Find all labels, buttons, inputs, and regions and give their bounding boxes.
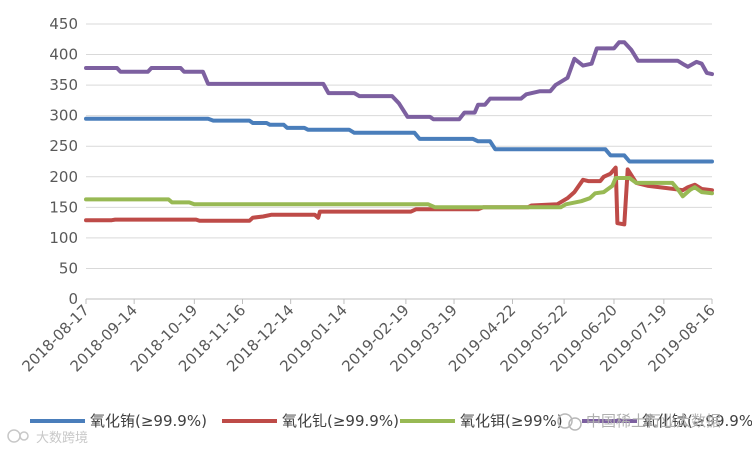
series-line-1 xyxy=(84,116,714,164)
brand-logo-icon xyxy=(7,429,29,443)
y-tick-label: 50 xyxy=(59,259,78,277)
series-line-4 xyxy=(84,40,714,122)
watermark-brand: 大数跨境 xyxy=(36,431,88,446)
series-line-2 xyxy=(84,165,714,227)
series-line-3 xyxy=(84,176,714,210)
legend-label-2: 氧化钆(≥99.9%) xyxy=(282,412,399,430)
y-axis-ticks: 0 50 100 150 200 250 300 350 400 450 xyxy=(49,15,78,308)
y-tick-label: 150 xyxy=(49,198,78,216)
series-lines xyxy=(84,40,714,227)
legend-label-3: 氧化铒(≥99%) xyxy=(460,412,563,430)
y-tick-label: 450 xyxy=(49,15,78,33)
watermarks: 中国稀土行业大数据 大数跨境 xyxy=(7,412,721,446)
y-tick-label: 350 xyxy=(49,76,78,94)
legend: 氧化铕(≥99.9%) 氧化钆(≥99.9%) 氧化铒(≥99%) 氧化铽(≥99.9… xyxy=(30,412,752,430)
gridlines xyxy=(86,23,712,300)
y-tick-label: 100 xyxy=(49,229,78,247)
y-tick-label: 400 xyxy=(49,46,78,64)
y-tick-label: 250 xyxy=(49,137,78,155)
wechat-logo-icon xyxy=(557,413,582,431)
legend-label-4: 氧化铽(≥99.9%) xyxy=(642,412,752,430)
y-tick-label: 300 xyxy=(49,107,78,125)
watermark-industry-data: 中国稀土行业大数据 xyxy=(586,412,721,430)
y-tick-label: 0 xyxy=(68,290,78,308)
y-tick-label: 200 xyxy=(49,168,78,186)
legend-label-1: 氧化铕(≥99.9%) xyxy=(90,412,207,430)
